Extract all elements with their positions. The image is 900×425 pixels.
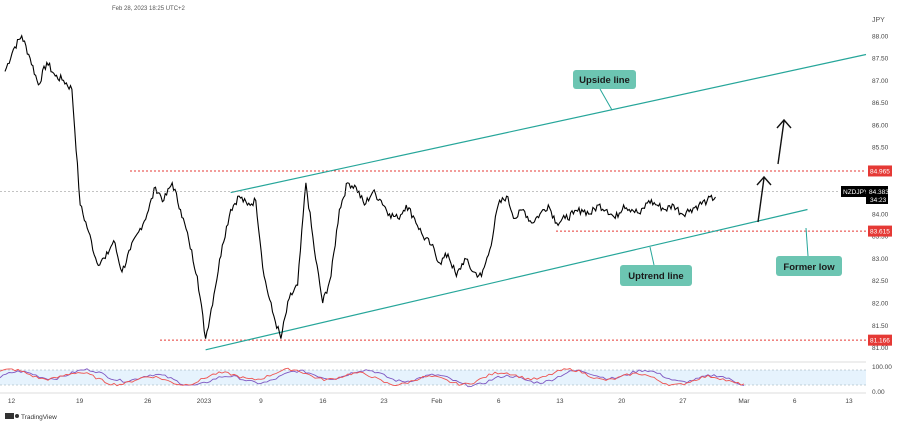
projection-arrows bbox=[756, 118, 792, 223]
currency-label: JPY bbox=[872, 17, 885, 24]
countdown-label: 34:23 bbox=[870, 197, 887, 204]
former-low-callout: Former low bbox=[776, 227, 842, 276]
symbol-label: NZDJPY bbox=[843, 189, 869, 196]
x-tick-label: 2023 bbox=[197, 398, 212, 405]
trendline bbox=[230, 53, 867, 194]
level-label: 83.615 bbox=[870, 229, 890, 236]
y-tick-label: 86.00 bbox=[872, 122, 889, 129]
y-tick-label: 88.00 bbox=[872, 33, 889, 40]
y-tick-label: 85.50 bbox=[872, 145, 889, 152]
y-tick-label: 86.50 bbox=[872, 100, 889, 107]
y-tick-label: 81.50 bbox=[872, 323, 889, 330]
trendline bbox=[205, 208, 808, 351]
level-tag bbox=[868, 225, 892, 237]
y-tick-label: 84.00 bbox=[872, 211, 889, 218]
x-tick-label: 12 bbox=[8, 398, 16, 405]
oscillator-lines bbox=[0, 367, 745, 388]
y-tick-label: 87.50 bbox=[872, 56, 889, 63]
uptrend-line-callout: Uptrend line bbox=[620, 246, 692, 286]
x-tick-label: Feb bbox=[431, 398, 443, 405]
trendlines bbox=[205, 53, 867, 351]
chart-timestamp: Feb 28, 2023 18:25 UTC+2 bbox=[112, 6, 186, 12]
x-tick-label: 6 bbox=[497, 398, 501, 405]
x-tick-label: Mar bbox=[738, 398, 750, 405]
horizontal-levels: 84.965 83.615 81.166 bbox=[130, 165, 892, 346]
last-price-tag[interactable] bbox=[866, 186, 888, 204]
y-tick-label: 82.50 bbox=[872, 278, 889, 285]
y-tick-label: 81.00 bbox=[872, 345, 889, 352]
oscillator-d-line bbox=[0, 367, 745, 387]
last-price-label: 84.383 bbox=[869, 189, 889, 196]
x-tick-label: 27 bbox=[679, 398, 687, 405]
brand-label: TradingView bbox=[21, 414, 57, 421]
x-tick-label: 6 bbox=[793, 398, 797, 405]
level-tag bbox=[868, 165, 892, 177]
x-axis: 12 19 26 2023 9 16 23 Feb 6 13 20 27 Mar 6 13 bbox=[8, 398, 853, 405]
x-tick-label: 16 bbox=[319, 398, 327, 405]
y-tick-label: 83.00 bbox=[872, 256, 889, 263]
x-tick-label: 26 bbox=[144, 398, 152, 405]
uptrend-line-callout-text: Uptrend line bbox=[628, 271, 683, 282]
x-tick-label: 20 bbox=[618, 398, 626, 405]
x-tick-label: 13 bbox=[556, 398, 564, 405]
level-tag bbox=[868, 334, 892, 346]
y-tick-label: 83.50 bbox=[872, 234, 889, 241]
rsi-top-tick: 100.00 bbox=[872, 364, 892, 371]
former-low-callout-text: Former low bbox=[783, 262, 835, 273]
price-line bbox=[4, 34, 716, 339]
upside-line-callout: Upside line bbox=[573, 70, 636, 111]
rsi-bottom-tick: 0.00 bbox=[872, 389, 885, 396]
x-tick-label: 9 bbox=[259, 398, 263, 405]
price-series bbox=[4, 34, 716, 339]
tradingview-logo[interactable]: TradingView bbox=[5, 413, 57, 421]
upside-line-callout-text: Upside line bbox=[579, 75, 630, 86]
level-label: 84.965 bbox=[870, 168, 890, 175]
oscillator-pane bbox=[0, 361, 866, 394]
x-tick-label: 13 bbox=[845, 398, 853, 405]
x-tick-label: 23 bbox=[380, 398, 388, 405]
level-label: 81.166 bbox=[870, 338, 890, 345]
y-tick-label: 87.00 bbox=[872, 78, 889, 85]
x-tick-label: 19 bbox=[76, 398, 84, 405]
symbol-tag[interactable] bbox=[841, 186, 866, 197]
y-tick-label: 82.00 bbox=[872, 301, 889, 308]
